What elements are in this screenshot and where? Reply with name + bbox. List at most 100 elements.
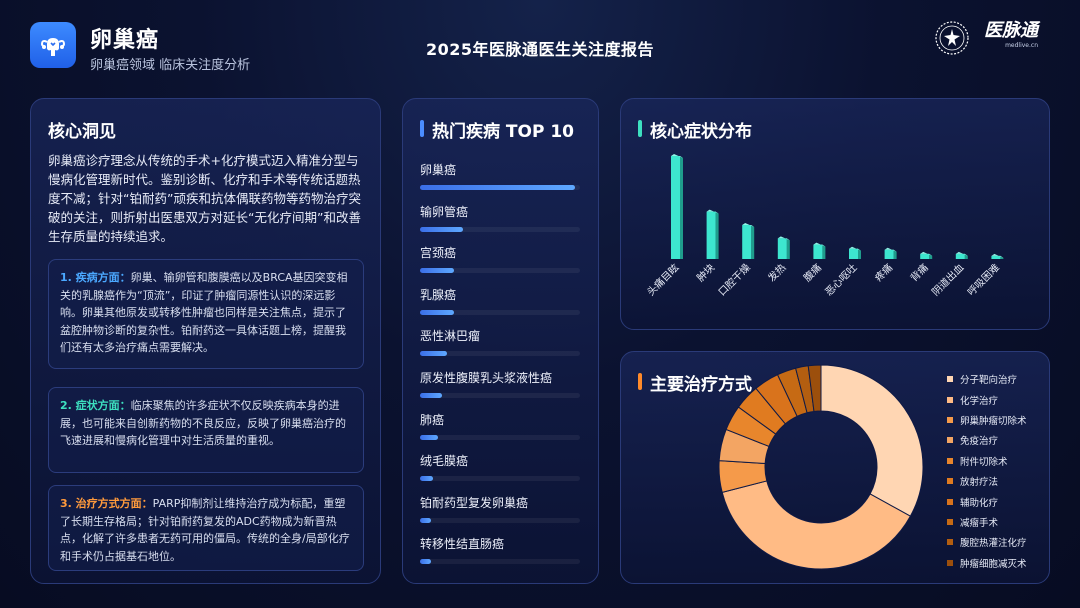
disease-bar-track	[420, 517, 580, 523]
disease-label: 输卵管癌	[420, 204, 469, 219]
legend-label: 卵巢肿瘤切除术	[960, 415, 1027, 427]
treatment-panel: 主要治疗方式 分子靶向治疗 化学治疗卵巢肿瘤切除术 免疫治疗附件切除术放射疗法辅助化…	[620, 351, 1050, 584]
heading-accent-bar	[638, 120, 642, 137]
legend-swatch	[947, 396, 953, 403]
disease-label: 肺癌	[420, 412, 445, 427]
legend-item: 辅助化疗	[947, 491, 1027, 511]
emblem-logo	[934, 20, 970, 56]
disease-bar-fill	[420, 559, 432, 565]
symptom-tick-label: 肿块	[694, 261, 717, 284]
legend-swatch	[947, 539, 953, 546]
legend-swatch	[947, 376, 953, 383]
point-text: 卵巢、输卵管和腹膜癌以及BRCA基因突变相关的乳腺癌作为“顶流”，印证了肿瘤同源…	[60, 271, 348, 354]
disease-bar-track	[420, 351, 580, 357]
brand-logo-sub: medlive.cn	[1005, 42, 1038, 49]
disease-item: 铂耐药型复发卵巢癌	[420, 494, 580, 523]
disease-bar-track	[420, 559, 580, 565]
legend-item: 免疫治疗	[947, 430, 1027, 450]
disease-label: 恶性淋巴瘤	[420, 329, 481, 344]
treatment-slice	[721, 480, 912, 570]
top10-panel: 热门疾病 TOP 10 卵巢癌 输卵管癌 宫颈癌 乳腺癌 恶性淋巴瘤 原发性腹膜乳头浆液性…	[402, 98, 599, 584]
legend-label: 免疫治疗	[960, 436, 999, 448]
symptom-tick-label: 发热	[765, 261, 788, 284]
brand-logo-text: 医脉通	[984, 20, 1038, 41]
disease-bar-fill	[420, 476, 433, 482]
legend-label: 放射疗法	[960, 477, 999, 489]
symptom-bar-chart: 头痛目眩 肿块 口腔干燥 发热 腹痛 恶心呕吐 疼痛 背痛 阴道出血 呼吸困难	[644, 154, 1004, 299]
app-subtitle: 卵巢癌领域 临床关注度分析	[90, 58, 251, 73]
disease-bar-track	[420, 434, 580, 440]
symptom-tick-label: 头痛目眩	[644, 261, 681, 298]
heading-accent-bar	[420, 120, 424, 137]
disease-item: 宫颈癌	[420, 244, 580, 274]
point-text: PARP抑制剂让维持治疗成为标配，重塑了长期生存格局；针对铂耐药复发的ADC药物…	[60, 497, 350, 563]
disease-item: 转移性结直肠癌	[420, 535, 580, 565]
disease-bar-track	[420, 226, 580, 232]
legend-label: 腹腔热灌注化疗	[960, 538, 1027, 550]
disease-bar-fill	[420, 309, 454, 315]
legend-item: 附件切除术	[947, 451, 1027, 471]
point-title: 1. 疾病方面：	[60, 271, 131, 284]
legend-label: 肿瘤细胞减灭术	[960, 558, 1027, 570]
legend-item: 肿瘤细胞减灭术	[947, 553, 1027, 573]
point-title: 3. 治疗方式方面：	[60, 497, 153, 510]
point-title: 2. 症状方面：	[60, 399, 131, 412]
brand-logo: 医脉通 medlive.cn	[984, 20, 1054, 60]
report-title: 2025年医脉通医生关注度报告	[425, 40, 655, 59]
insight-summary: 卵巢癌诊疗理念从传统的手术+化疗模式迈入精准分型与慢病化管理新时代。鉴别诊断、化…	[48, 153, 361, 244]
legend-swatch	[947, 416, 953, 423]
disease-label: 绒毛膜癌	[420, 454, 469, 469]
emblem-logo-icon	[935, 21, 969, 55]
symptom-bar	[742, 223, 755, 259]
legend-swatch	[947, 498, 953, 505]
symptom-bar	[671, 154, 683, 259]
treatment-slice	[807, 364, 822, 413]
disease-bar-fill	[420, 434, 438, 440]
symptom-bar	[706, 209, 719, 259]
legend-swatch	[947, 478, 953, 485]
treatment-heading: 主要治疗方式	[650, 375, 752, 395]
disease-label: 转移性结直肠癌	[420, 537, 505, 552]
treatment-slice	[820, 364, 924, 517]
symptom-tick-label: 呼吸困难	[965, 262, 1002, 299]
symptom-bar	[955, 251, 968, 259]
insight-point-disease: 1. 疾病方面：卵巢、输卵管和腹膜癌以及BRCA基因突变相关的乳腺癌作为“顶流”…	[48, 259, 364, 369]
legend-swatch	[947, 437, 953, 444]
top10-heading: 热门疾病 TOP 10	[432, 122, 575, 142]
legend-item: 腹腔热灌注化疗	[947, 532, 1027, 552]
symptom-bar	[777, 236, 790, 259]
symptom-tick-label: 阴道出血	[929, 261, 966, 298]
symptom-bar	[849, 246, 861, 259]
disease-item: 输卵管癌	[420, 203, 580, 232]
legend-item: 卵巢肿瘤切除术	[947, 410, 1027, 430]
legend-item: 放射疗法	[947, 471, 1027, 491]
treatment-legend: 分子靶向治疗 化学治疗卵巢肿瘤切除术 免疫治疗附件切除术放射疗法辅助化疗减瘤手术腹腔…	[947, 369, 1027, 573]
legend-label: 减瘤手术	[960, 517, 999, 529]
symptom-tick-label: 腹痛	[801, 261, 824, 284]
treatment-donut-chart	[718, 364, 924, 570]
disease-bar-fill	[420, 517, 432, 523]
legend-swatch	[947, 559, 953, 566]
disease-bar-fill	[420, 351, 448, 357]
disease-label: 原发性腹膜乳头浆液性癌	[420, 371, 553, 385]
legend-label: 化学治疗	[960, 395, 999, 407]
disease-label: 宫颈癌	[420, 246, 457, 261]
symptom-tick-label: 背痛	[907, 261, 930, 284]
disease-item: 恶性淋巴瘤	[420, 327, 580, 357]
insight-point-symptom: 2. 症状方面：临床聚焦的许多症状不仅反映疾病本身的进展，也可能来自创新药物的不…	[48, 387, 364, 473]
legend-swatch	[947, 518, 953, 525]
symptom-bar	[813, 242, 826, 259]
app-title: 卵巢癌	[90, 28, 160, 53]
disease-item: 乳腺癌	[420, 286, 580, 315]
disease-item: 肺癌	[420, 411, 580, 440]
disease-bar-track	[420, 393, 580, 398]
disease-item: 原发性腹膜乳头浆液性癌	[420, 369, 580, 398]
uterus-icon	[40, 38, 66, 56]
symptom-bar	[884, 247, 897, 259]
insight-heading: 核心洞见	[48, 122, 116, 142]
legend-label: 附件切除术	[960, 456, 1008, 468]
disease-bar-track	[420, 476, 580, 482]
legend-label: 分子靶向治疗	[960, 375, 1018, 387]
disease-item: 绒毛膜癌	[420, 452, 580, 482]
symptom-panel: 核心症状分布 头痛目眩 肿块 口腔干燥 发热 腹痛 恶心呕吐 疼痛 背痛 阴道出血 呼吸困难	[620, 98, 1050, 330]
